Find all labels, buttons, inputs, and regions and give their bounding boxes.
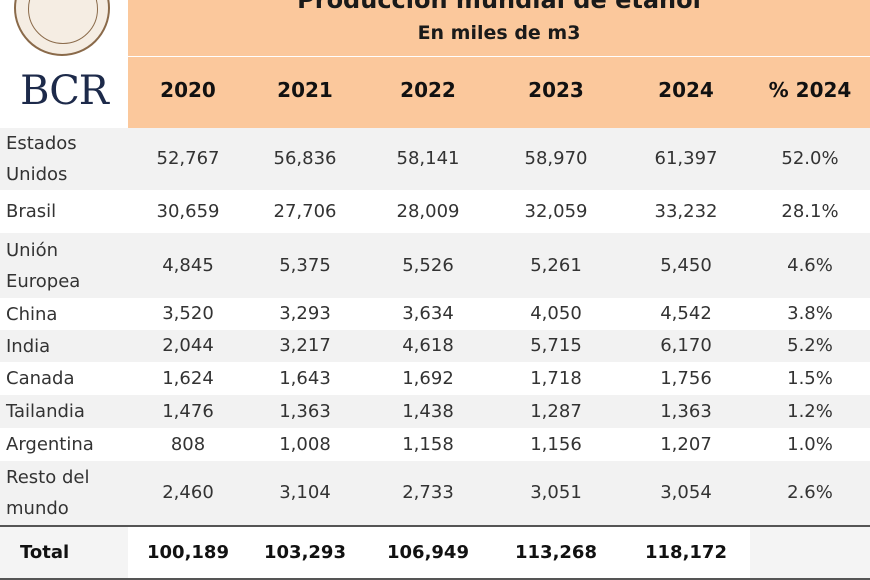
cell: 1,756 xyxy=(660,367,712,389)
cell: 2,733 xyxy=(402,482,454,503)
column-header: 2024 xyxy=(658,78,714,102)
cell: 27,706 xyxy=(273,200,337,222)
cell: 3.8% xyxy=(787,303,833,324)
cell: 1,158 xyxy=(402,433,454,455)
total-cell: 103,293 xyxy=(264,542,346,563)
cell: 5,450 xyxy=(660,254,712,276)
shade xyxy=(0,527,128,578)
cell: 1,643 xyxy=(279,367,331,389)
row-label: Brasil xyxy=(6,201,57,222)
cell: 6,170 xyxy=(660,335,712,356)
cell: 4,618 xyxy=(402,335,454,356)
logo-text: BCR xyxy=(20,68,109,114)
cell: 3,634 xyxy=(402,303,454,324)
column-header: 2023 xyxy=(528,78,584,102)
row-label: India xyxy=(6,335,51,357)
cell: 1,363 xyxy=(660,400,712,422)
cell: 4,050 xyxy=(530,303,582,324)
cell: 1,438 xyxy=(402,400,454,422)
cell: 3,217 xyxy=(279,335,331,356)
cell: 1,287 xyxy=(530,400,582,422)
cell: 28,009 xyxy=(396,200,460,222)
cell: 1,363 xyxy=(279,400,331,422)
cell: 56,836 xyxy=(273,148,337,169)
total-label: Total xyxy=(20,542,70,563)
subtitle: En miles de m3 xyxy=(417,22,581,44)
column-header: 2021 xyxy=(277,78,333,102)
total-cell: 106,949 xyxy=(387,542,469,563)
cell: 1.5% xyxy=(787,367,833,389)
cell: 28.1% xyxy=(781,200,839,222)
table-row: Unión Europea 4,845 5,375 5,526 5,261 5,450 4.… xyxy=(0,233,870,298)
cell: 58,970 xyxy=(524,148,588,169)
cell: 5,261 xyxy=(530,254,582,276)
row-label: Estados Unidos xyxy=(6,133,77,185)
cell: 52,767 xyxy=(156,148,220,169)
cell: 3,051 xyxy=(530,482,582,503)
seal-icon xyxy=(14,0,110,56)
logo: BCR xyxy=(0,0,128,128)
cell: 33,232 xyxy=(654,200,718,222)
cell: 1,476 xyxy=(162,400,214,422)
cell: 808 xyxy=(170,433,206,455)
cell: 1,718 xyxy=(530,367,582,389)
cell: 58,141 xyxy=(396,148,460,169)
cell: 30,659 xyxy=(156,200,220,222)
divider xyxy=(128,56,870,57)
table-row: Canada 1,624 1,643 1,692 1,718 1,756 1.5% xyxy=(0,362,870,395)
row-label: China xyxy=(6,303,58,325)
row-label: Argentina xyxy=(6,434,94,455)
row-label: Unión Europea xyxy=(6,239,81,292)
cell: 1,207 xyxy=(660,433,712,455)
cell: 3,520 xyxy=(162,303,214,324)
total-row: Total 100,189 103,293 106,949 113,268 118,172 xyxy=(0,525,870,580)
table-row: China 3,520 3,293 3,634 4,050 4,542 3.8% xyxy=(0,298,870,330)
cell: 3,104 xyxy=(279,482,331,503)
table-row: Estados Unidos 52,767 56,836 58,141 58,970 61… xyxy=(0,128,870,190)
cell: 5.2% xyxy=(787,335,833,356)
table-row: Tailandia 1,476 1,363 1,438 1,287 1,363 1.2% xyxy=(0,395,870,428)
total-cell: 113,268 xyxy=(515,542,597,563)
cell: 2,460 xyxy=(162,482,214,503)
total-cell: 100,189 xyxy=(147,542,229,563)
cell: 1.2% xyxy=(787,400,833,422)
table-row: India 2,044 3,217 4,618 5,715 6,170 5.2% xyxy=(0,330,870,362)
header: Producción mundial de etanol En miles de… xyxy=(128,0,870,128)
cell: 1,008 xyxy=(279,433,331,455)
cell: 1,692 xyxy=(402,367,454,389)
cell: 3,054 xyxy=(660,482,712,503)
cell: 61,397 xyxy=(654,148,718,169)
row-label: Canada xyxy=(6,368,75,389)
row-label: Tailandia xyxy=(6,401,85,422)
cell: 5,715 xyxy=(530,335,582,356)
shade xyxy=(750,527,870,578)
cell: 1,624 xyxy=(162,367,214,389)
cell: 4,845 xyxy=(162,254,214,276)
table-row: Brasil 30,659 27,706 28,009 32,059 33,232 28.1… xyxy=(0,190,870,233)
cell: 2,044 xyxy=(162,335,214,356)
column-header: 2020 xyxy=(160,78,216,102)
total-cell: 118,172 xyxy=(645,542,727,563)
column-header: 2022 xyxy=(400,78,456,102)
column-header: % 2024 xyxy=(768,78,852,102)
cell: 4,542 xyxy=(660,303,712,324)
cell: 4.6% xyxy=(787,254,833,276)
cell: 2.6% xyxy=(787,482,833,503)
cell: 5,526 xyxy=(402,254,454,276)
cell: 5,375 xyxy=(279,254,331,276)
table-row: Argentina 808 1,008 1,158 1,156 1,207 1.0% xyxy=(0,428,870,461)
title: Producción mundial de etanol xyxy=(297,0,701,14)
cell: 52.0% xyxy=(781,148,839,169)
table-row: Resto del mundo 2,460 3,104 2,733 3,051 3,054… xyxy=(0,461,870,525)
cell: 3,293 xyxy=(279,303,331,324)
cell: 1.0% xyxy=(787,433,833,455)
cell: 32,059 xyxy=(524,200,588,222)
row-label: Resto del mundo xyxy=(6,467,90,519)
cell: 1,156 xyxy=(530,433,582,455)
